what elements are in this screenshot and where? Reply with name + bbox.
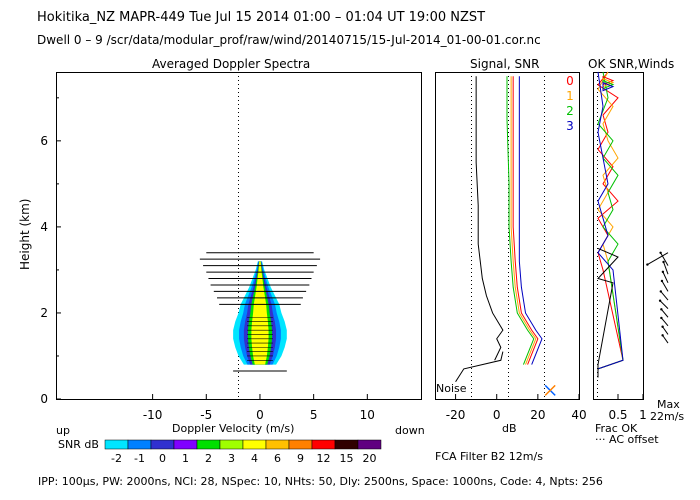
db-label: dB: [502, 422, 517, 435]
signal-title: Signal, SNR: [470, 57, 540, 71]
wind-arrow: [662, 271, 669, 284]
colorbar-cell: [127, 439, 152, 450]
ok-marker: [602, 81, 615, 92]
up-label: up: [56, 424, 70, 437]
wind-arrow: [660, 291, 669, 301]
spectra-title: Averaged Doppler Spectra: [152, 57, 311, 71]
colorbar-cell: [242, 439, 267, 450]
wind-arrow-head: [662, 260, 665, 264]
frac-ok-label: Frac OK: [595, 422, 638, 435]
spectra-x-tick-label: 0: [256, 408, 264, 422]
colorbar-label: -2: [111, 452, 122, 465]
ok-x-tick-label: 1: [639, 408, 647, 422]
colorbar-cell: [311, 439, 336, 450]
wind-arrow: [660, 317, 669, 327]
colorbar-label: 4: [251, 452, 258, 465]
spectra-x-tick-label: 5: [310, 408, 318, 422]
wind-arrow: [660, 309, 669, 318]
signal-series-3: [512, 76, 539, 365]
colorbar-cell: [334, 439, 359, 450]
wind-arrow: [663, 261, 669, 275]
signal-frame: [435, 72, 580, 400]
colorbar-label: 9: [297, 452, 304, 465]
signal-series-2: [506, 76, 535, 365]
wind-arrow-head: [659, 251, 662, 255]
snr-db-label: SNR dB: [58, 438, 99, 451]
signal-x-tick-label: -20: [446, 408, 466, 422]
wind-arrow-head: [646, 263, 649, 266]
colorbar-label: 1: [182, 452, 189, 465]
x-axis-label: Doppler Velocity (m/s): [172, 422, 295, 435]
colorbar-label: -1: [134, 452, 145, 465]
spectra-x-tick-label: 10: [360, 408, 375, 422]
series-legend-1: 1: [566, 89, 574, 103]
wind-arrow: [647, 252, 669, 266]
wind-arrow-head: [661, 334, 664, 337]
ok-series-2: [597, 71, 624, 378]
colorbar-cell: [196, 439, 221, 450]
wind-arrow: [660, 252, 669, 266]
fca-filter-label: FCA Filter B2 12m/s: [435, 450, 543, 463]
signal-series-5: [518, 76, 543, 365]
y-axis-label: Height (km): [18, 198, 32, 270]
y-tick-label: 0: [40, 392, 48, 406]
wind-arrow-head: [660, 308, 663, 311]
series-legend-2: 2: [566, 104, 574, 118]
signal-x-tick-label: 40: [571, 408, 586, 422]
file-path-line: Dwell 0 – 9 /scr/data/modular_prof/raw/w…: [37, 33, 541, 47]
colorbar-label: 20: [363, 452, 377, 465]
signal-x-tick-label: 0: [493, 408, 501, 422]
colorbar-cell: [288, 439, 313, 450]
colorbar-label: 3: [228, 452, 235, 465]
parameters-line: IPP: 100μs, PW: 2000ns, NCI: 28, NSpec: …: [38, 475, 603, 488]
max-label: Max: [657, 398, 680, 411]
colorbar-cell: [173, 439, 198, 450]
wind-arrow: [662, 335, 669, 344]
colorbar-label: 0: [159, 452, 166, 465]
wind-arrow-head: [661, 325, 664, 328]
series-legend-0: 0: [566, 74, 574, 88]
y-tick-label: 2: [40, 306, 48, 320]
y-tick-label: 4: [40, 220, 48, 234]
ok-series-4: [597, 247, 619, 378]
max-value: 22m/s: [650, 410, 685, 423]
colorbar-cell: [150, 439, 175, 450]
ac-offset-label: ··· AC offset: [595, 433, 659, 446]
colorbar-cell: [219, 439, 244, 450]
wind-arrow: [659, 300, 669, 309]
ok-x-tick-label: 0.5: [608, 408, 627, 422]
colorbar-label: 15: [340, 452, 354, 465]
signal-marker: [544, 384, 556, 396]
ok-series-0: [597, 71, 624, 378]
signal-series-1: [475, 76, 504, 361]
noise-label: Noise: [436, 382, 467, 395]
colorbar-cell: [357, 439, 382, 450]
series-legend-3: 3: [566, 119, 574, 133]
wind-arrow-head: [658, 299, 662, 302]
colorbar-label: 12: [317, 452, 331, 465]
colorbar-cell: [104, 439, 129, 450]
signal-series-0: [455, 351, 504, 383]
wind-arrow: [662, 326, 669, 335]
signal-x-tick-label: 20: [530, 408, 545, 422]
spectra-x-tick-label: -5: [200, 408, 212, 422]
colorbar-cell: [265, 439, 290, 450]
spectra-x-tick-label: -10: [143, 408, 163, 422]
y-tick-label: 6: [40, 134, 48, 148]
colorbar-label: 2: [205, 452, 212, 465]
wind-arrow-head: [660, 316, 663, 320]
ok-frame: [593, 72, 644, 400]
wind-arrow-head: [660, 279, 664, 283]
ok-series-3: [597, 71, 624, 378]
chart-title: Hokitika_NZ MAPR-449 Tue Jul 15 2014 01:…: [37, 10, 486, 25]
wind-arrow-head: [661, 270, 665, 274]
wind-arrow-head: [659, 290, 663, 293]
ok-winds-title: OK SNR,Winds: [588, 57, 675, 71]
colorbar-label: 6: [274, 452, 281, 465]
wind-arrow: [661, 280, 669, 292]
signal-series-4: [510, 76, 537, 365]
down-label: down: [395, 424, 425, 437]
